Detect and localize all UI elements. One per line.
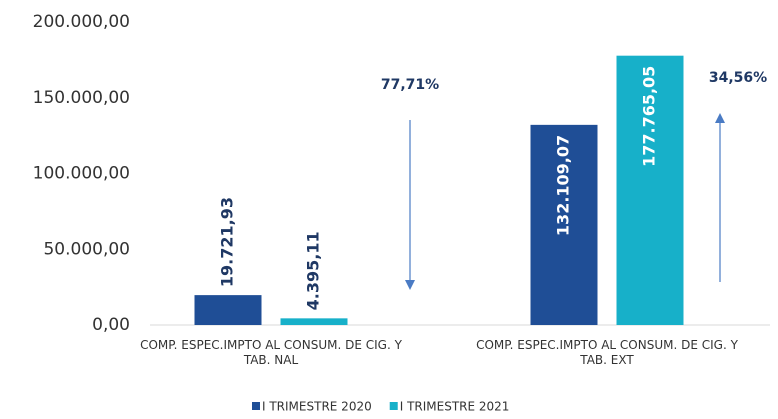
annotation: 34,56% — [709, 70, 767, 86]
y-tick-label: 150.000,00 — [33, 88, 130, 108]
bar — [194, 295, 262, 325]
value-label: 19.721,93 — [218, 197, 237, 287]
value-label: 4.395,11 — [304, 231, 323, 310]
y-tick-label: 100.000,00 — [33, 164, 130, 184]
legend-label: I TRIMESTRE 2021 — [400, 400, 510, 414]
legend-swatch — [252, 402, 260, 410]
y-tick-label: 200.000,00 — [33, 12, 130, 32]
x-tick-label: COMP. ESPEC.IMPTO AL CONSUM. DE CIG. Y T… — [476, 338, 738, 367]
bar — [530, 124, 598, 325]
value-label: 177.765,05 — [640, 66, 659, 167]
y-tick-label: 50.000,00 — [43, 239, 130, 259]
legend-swatch — [389, 402, 398, 410]
y-tick-label: 0,00 — [92, 315, 130, 335]
legend-label: I TRIMESTRE 2020 — [262, 400, 372, 414]
value-label: 132.109,07 — [554, 135, 573, 236]
bar — [616, 55, 684, 326]
x-tick-label: COMP. ESPEC.IMPTO AL CONSUM. DE CIG. Y T… — [140, 338, 402, 367]
annotation: 77,71% — [381, 77, 439, 93]
bar — [280, 318, 348, 325]
